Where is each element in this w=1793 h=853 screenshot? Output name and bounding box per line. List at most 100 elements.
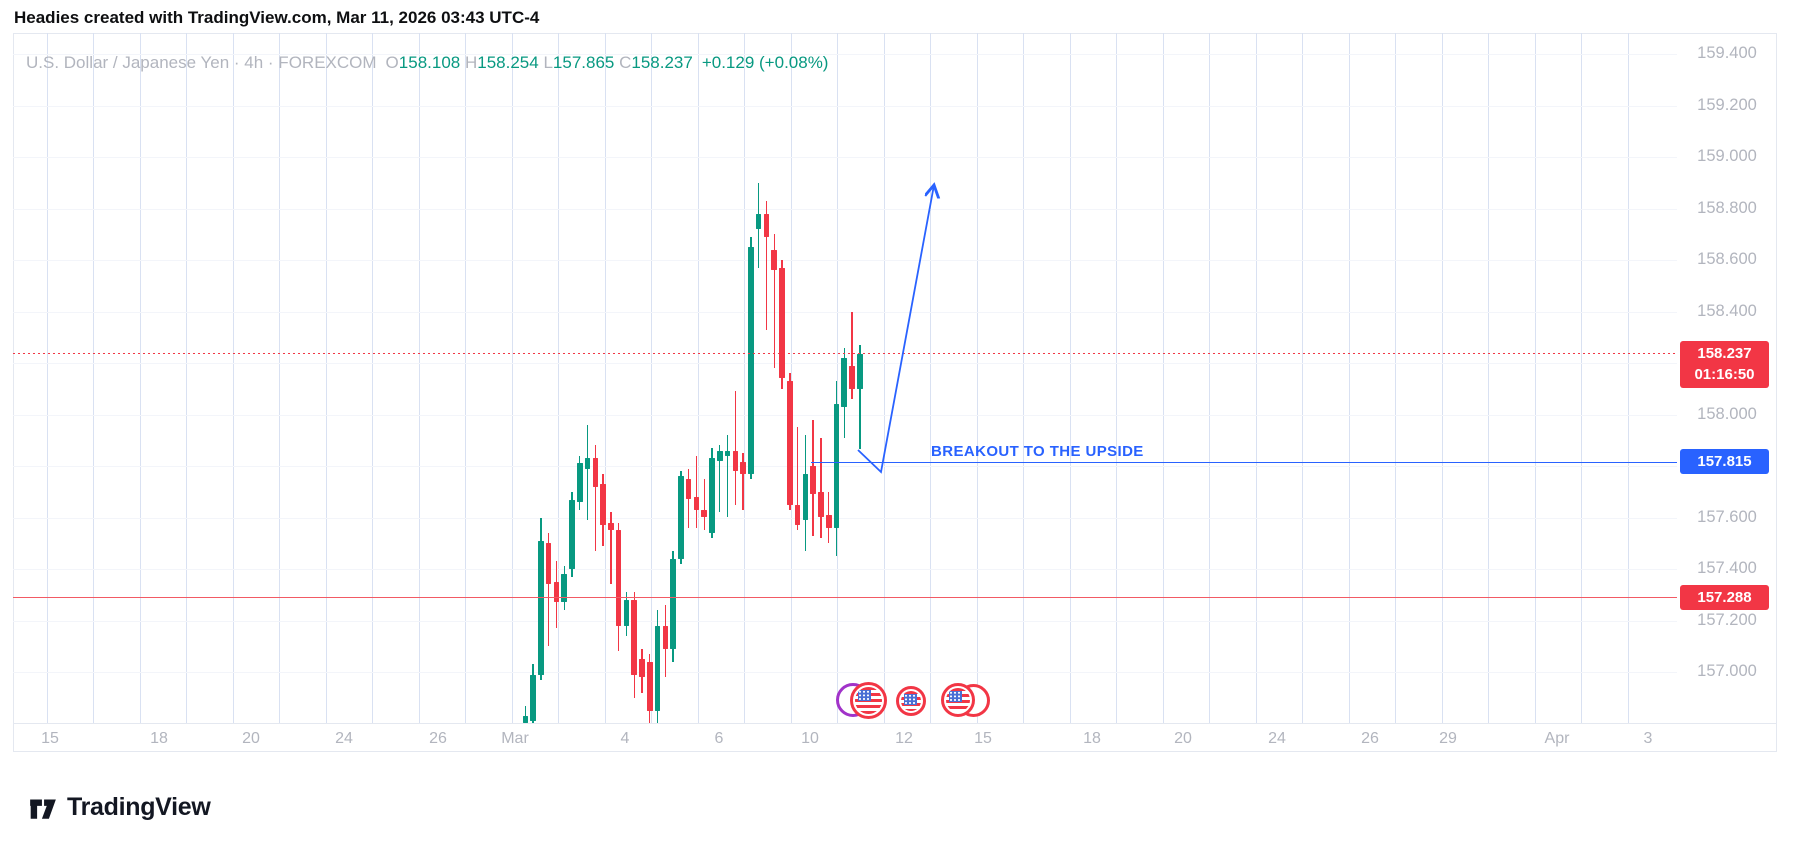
breakout-annotation-label[interactable]: BREAKOUT TO THE UPSIDE bbox=[931, 443, 1144, 460]
candle-body bbox=[553, 581, 560, 603]
candle-body bbox=[779, 267, 785, 379]
ohlc-value: 158.254 bbox=[477, 53, 544, 72]
vertical-gridline bbox=[1395, 33, 1397, 723]
legend-change: +0.129 (+0.08%) bbox=[701, 53, 829, 72]
candle-wick bbox=[610, 512, 612, 585]
vertical-gridline bbox=[651, 33, 653, 723]
ohlc-value: 158.108 bbox=[398, 53, 465, 72]
candle-body bbox=[732, 450, 739, 472]
snapshot-header-title: Headies created with TradingView.com, Ma… bbox=[14, 8, 540, 27]
support-line-line[interactable] bbox=[13, 597, 1677, 599]
candle-wick bbox=[742, 453, 744, 510]
vertical-gridline bbox=[1627, 33, 1629, 723]
tradingview-logo[interactable]: TradingView bbox=[28, 792, 211, 822]
date-tick-label: 3 bbox=[1643, 730, 1653, 747]
horizontal-gridline bbox=[13, 517, 1677, 519]
time-axis-separator bbox=[13, 723, 1777, 724]
chart-legend[interactable]: U.S. Dollar / Japanese Yen · 4h · FOREXC… bbox=[26, 53, 828, 73]
ohlc-value: 157.865 bbox=[552, 53, 620, 72]
candle-body bbox=[561, 574, 567, 603]
candle-body bbox=[818, 491, 824, 518]
candle-body bbox=[522, 715, 529, 723]
candle-body bbox=[740, 462, 746, 474]
price-axis[interactable]: 158.237 01:16:50 157.815 157.288 159.400 159.… bbox=[1677, 33, 1777, 723]
candle-body bbox=[576, 463, 583, 502]
candle-body bbox=[662, 625, 669, 649]
last-price-line[interactable] bbox=[13, 353, 1677, 355]
candle-body bbox=[771, 249, 778, 271]
chart-plot-area[interactable] bbox=[13, 33, 1677, 723]
flag-stripes bbox=[901, 691, 921, 711]
vertical-gridline bbox=[1302, 33, 1304, 723]
symbol-title[interactable]: U.S. Dollar / Japanese Yen · 4h · FOREXC… bbox=[26, 53, 377, 72]
horizontal-gridline bbox=[13, 208, 1677, 210]
us-flag-icon[interactable] bbox=[941, 683, 975, 717]
candle-wick bbox=[851, 311, 853, 400]
candle-wick bbox=[586, 424, 589, 521]
candle-body bbox=[545, 543, 552, 585]
ohlc-key: C bbox=[619, 53, 632, 72]
candle-wick bbox=[695, 455, 698, 528]
candle-body bbox=[685, 478, 692, 500]
vertical-gridline bbox=[1209, 33, 1211, 723]
candle-body bbox=[615, 530, 622, 626]
date-tick-label: 18 bbox=[1083, 730, 1101, 747]
flag-canton bbox=[949, 691, 962, 702]
candle-wick bbox=[547, 533, 550, 647]
tradingview-logo-text: TradingView bbox=[67, 792, 211, 821]
vertical-gridline bbox=[744, 33, 746, 723]
candle-body bbox=[592, 458, 599, 487]
us-flag-icon[interactable] bbox=[849, 681, 887, 719]
candle-body bbox=[709, 458, 715, 533]
price-tick-label: 158.600 bbox=[1697, 250, 1757, 268]
vertical-gridline bbox=[1441, 33, 1443, 723]
candle-wick bbox=[594, 445, 596, 551]
vertical-gridline bbox=[883, 33, 885, 723]
vertical-gridline bbox=[93, 33, 95, 723]
candle-wick bbox=[773, 234, 775, 369]
price-tick-label: 158.000 bbox=[1697, 404, 1757, 423]
legend-ohlc: O158.108 H158.254 L157.865 C158.237 bbox=[386, 53, 693, 73]
us-flag-icon[interactable] bbox=[896, 686, 926, 716]
date-tick-label: 15 bbox=[41, 730, 59, 747]
support-line-price-badge: 157.288 bbox=[1680, 584, 1769, 610]
vertical-gridline bbox=[697, 33, 699, 723]
ohlc-value: 158.237 bbox=[631, 53, 693, 72]
vertical-gridline bbox=[1116, 33, 1118, 723]
vertical-gridline bbox=[372, 33, 374, 723]
vertical-gridline bbox=[279, 33, 281, 723]
vertical-gridline bbox=[1069, 33, 1071, 723]
horizontal-gridline bbox=[13, 54, 1677, 55]
candle-body bbox=[623, 599, 630, 626]
candle-body bbox=[802, 473, 809, 521]
vertical-gridline bbox=[232, 33, 234, 723]
candle-wick bbox=[820, 437, 822, 539]
candle-body bbox=[693, 496, 700, 510]
candle-body bbox=[833, 404, 840, 528]
candle-body bbox=[538, 540, 544, 675]
ohlc-key: O bbox=[385, 53, 399, 72]
price-tick-label: 157.400 bbox=[1697, 559, 1757, 577]
breakout-line-price-badge: 157.815 bbox=[1680, 449, 1769, 475]
vertical-gridline bbox=[604, 33, 606, 723]
ohlc-key: H bbox=[464, 53, 478, 72]
flag-canton bbox=[857, 689, 871, 701]
candle-wick bbox=[765, 200, 768, 330]
date-tick-label: 26 bbox=[429, 730, 447, 747]
date-tick-label: 20 bbox=[242, 730, 260, 747]
candle-body bbox=[584, 458, 591, 469]
vertical-gridline bbox=[511, 33, 513, 723]
vertical-gridline bbox=[1488, 33, 1490, 723]
price-tick-label: 158.800 bbox=[1697, 198, 1757, 217]
price-tick-label: 157.200 bbox=[1697, 610, 1757, 629]
horizontal-gridline bbox=[13, 414, 1677, 416]
breakout-line-line[interactable] bbox=[811, 461, 1677, 463]
horizontal-gridline bbox=[13, 672, 1677, 673]
time-axis[interactable]: 15 18 20 24 26 Mar 4 6 10 12 15 18 20 24 26 29 Apr 3 bbox=[13, 726, 1677, 752]
horizontal-gridline bbox=[13, 466, 1677, 467]
flag-stripes bbox=[854, 686, 882, 714]
candle-body bbox=[825, 514, 832, 528]
flag-stripes bbox=[946, 688, 970, 712]
price-tick-label: 157.600 bbox=[1697, 507, 1757, 526]
date-tick-label: 20 bbox=[1174, 730, 1192, 747]
